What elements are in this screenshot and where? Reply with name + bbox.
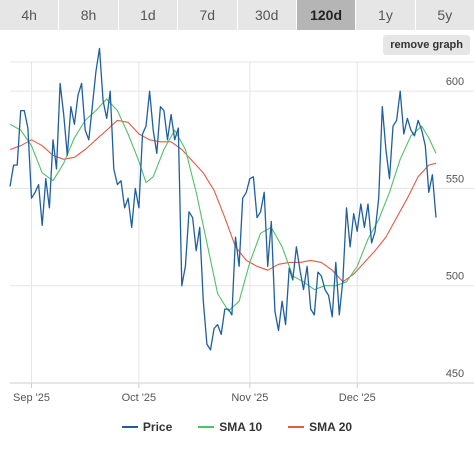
- x-tick-label: Sep '25: [13, 392, 50, 404]
- legend-item-sma-20[interactable]: SMA 20: [288, 420, 352, 434]
- series-line-sma-10: [9, 98, 437, 312]
- legend-swatch: [288, 426, 305, 428]
- remove-graph-button[interactable]: remove graph: [383, 35, 470, 55]
- legend-item-price[interactable]: Price: [121, 420, 173, 434]
- y-tick-label: 500: [446, 271, 464, 283]
- x-tick-label: Dec '25: [339, 392, 376, 404]
- y-tick-label: 550: [446, 173, 464, 185]
- tab-120d[interactable]: 120d: [296, 0, 357, 30]
- series-line-sma-20: [9, 119, 437, 283]
- tab-5y[interactable]: 5y: [437, 7, 453, 23]
- legend-label: Price: [142, 420, 173, 434]
- grid-lines: [10, 61, 474, 388]
- tab-7d[interactable]: 7d: [178, 0, 238, 30]
- x-tick-label: Oct '25: [122, 392, 157, 404]
- legend: Price SMA 10 SMA 20: [0, 420, 474, 434]
- tab-8h[interactable]: 8h: [59, 0, 119, 30]
- y-tick-label: 600: [446, 76, 464, 88]
- series-line-price: [9, 47, 437, 351]
- legend-swatch: [198, 426, 215, 428]
- tab-1d[interactable]: 1d: [119, 0, 179, 30]
- x-tick-label: Nov '25: [231, 392, 268, 404]
- legend-label: SMA 20: [309, 420, 353, 434]
- legend-label: SMA 10: [219, 420, 263, 434]
- legend-item-sma-10[interactable]: SMA 10: [198, 420, 262, 434]
- range-tab-bar: 4h 8h 1d 7d 30d 120d 1y 5y: [0, 0, 474, 30]
- tab-4h[interactable]: 4h: [0, 0, 60, 30]
- series-lines: [9, 47, 437, 351]
- y-tick-label: 450: [446, 368, 464, 380]
- legend-swatch: [121, 426, 138, 428]
- axis-labels: 450 500 550 600 Sep '25 Oct '25 Nov '25 Dec '25: [13, 76, 464, 404]
- tab-1y[interactable]: 1y: [356, 0, 416, 30]
- tab-30d[interactable]: 30d: [238, 0, 297, 30]
